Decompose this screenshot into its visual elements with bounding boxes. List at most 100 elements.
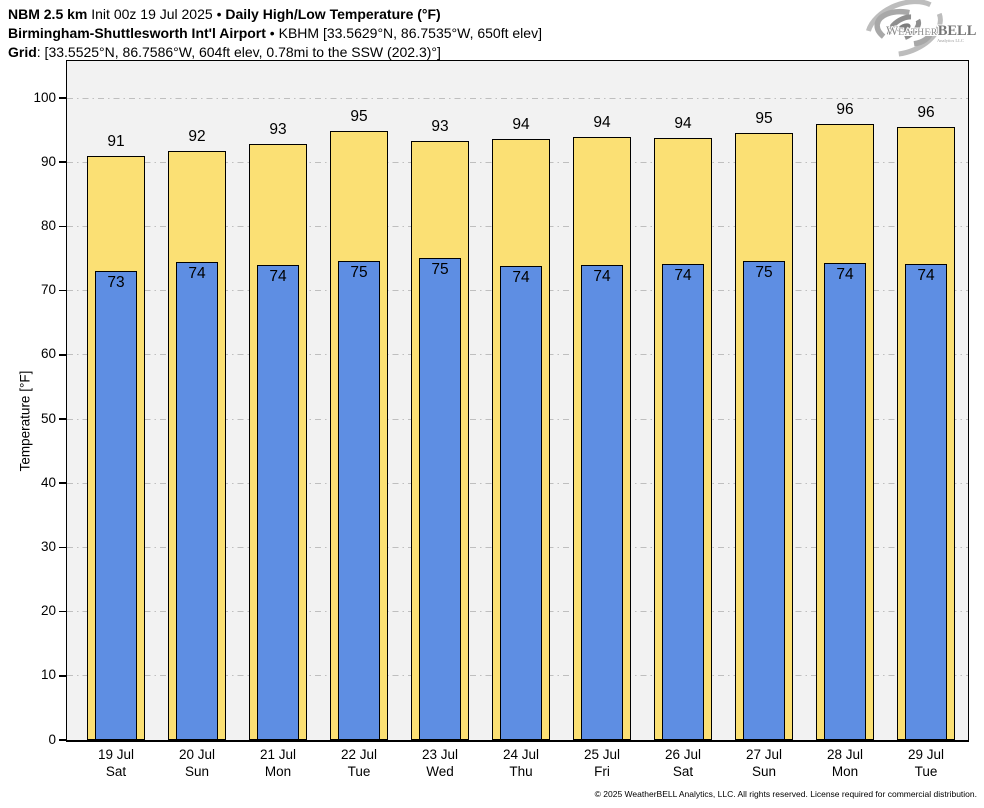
high-value-label: 93 xyxy=(431,118,449,135)
x-tick-date: 24 Jul xyxy=(502,747,540,762)
y-tick-label: 80 xyxy=(40,217,56,233)
bullet-separator: • xyxy=(265,25,279,41)
x-tick-label: 19 Jul Sat xyxy=(76,746,156,780)
x-tick-date: 20 Jul xyxy=(178,747,216,762)
gridline xyxy=(67,97,968,99)
high-value-label: 94 xyxy=(512,116,530,134)
x-tick-label: 20 Jul Sun xyxy=(157,746,237,780)
y-tick xyxy=(59,610,66,613)
x-tick-day: Sat xyxy=(105,764,127,779)
grid-line: Grid: [33.5525°N, 86.7586°W, 604ft elev,… xyxy=(8,43,441,62)
y-tick xyxy=(59,289,66,292)
y-tick-label: 60 xyxy=(40,346,56,362)
grid-label: Grid xyxy=(8,44,37,60)
low-value-label: 74 xyxy=(188,265,206,283)
low-bar xyxy=(662,263,704,740)
bullet-separator: • xyxy=(216,6,226,22)
station-name: Birmingham-Shuttlesworth Int'l Airport xyxy=(8,25,266,41)
copyright-text: © 2025 WeatherBELL Analytics, LLC. All r… xyxy=(594,789,977,799)
plot-area: 91 73 92 74 93 74 95 75 93 75 94 74 94 74 94 74 95 75 96 74… xyxy=(66,60,969,742)
y-tick xyxy=(59,546,66,549)
low-value-label: 75 xyxy=(431,260,449,278)
low-value-label: 74 xyxy=(836,265,854,283)
y-tick xyxy=(59,161,66,163)
low-value-label: 74 xyxy=(593,267,611,285)
high-value-label: 92 xyxy=(188,127,206,145)
high-value-label: 96 xyxy=(836,100,854,118)
station-line: Birmingham-Shuttlesworth Int'l Airport •… xyxy=(8,24,542,43)
model-name: NBM 2.5 km xyxy=(8,6,88,22)
y-tick-label: 100 xyxy=(33,89,56,105)
x-tick-day: Tue xyxy=(914,764,938,779)
low-bar xyxy=(95,270,137,740)
x-tick-label: 28 Jul Mon xyxy=(805,746,885,780)
high-value-label: 91 xyxy=(107,132,125,150)
x-tick-label: 23 Jul Wed xyxy=(400,746,480,780)
y-tick xyxy=(59,97,66,99)
y-tick xyxy=(59,675,66,677)
x-tick-date: 22 Jul xyxy=(340,747,378,762)
low-value-label: 73 xyxy=(107,273,125,291)
high-value-label: 94 xyxy=(674,114,692,132)
hurricane-swirl-icon: WEATHERBELL Analytics LLC xyxy=(865,0,978,57)
x-tick-label: 21 Jul Mon xyxy=(238,746,318,780)
y-tick xyxy=(59,418,66,420)
high-value-label: 93 xyxy=(269,121,287,139)
init-time: Init 00z 19 Jul 2025 xyxy=(87,6,217,22)
y-tick xyxy=(59,739,66,741)
low-bar xyxy=(338,261,380,740)
low-value-label: 74 xyxy=(674,266,692,284)
y-tick-label: 90 xyxy=(40,153,56,169)
x-tick-label: 27 Jul Sun xyxy=(724,746,804,780)
low-value-label: 75 xyxy=(755,264,773,282)
x-tick-date: 21 Jul xyxy=(259,747,297,762)
station-details: KBHM [33.5629°N, 86.7535°W, 650ft elev] xyxy=(278,25,542,41)
low-bar xyxy=(905,263,947,740)
x-tick-date: 29 Jul xyxy=(907,747,945,762)
low-value-label: 75 xyxy=(350,264,368,282)
x-tick-date: 28 Jul xyxy=(826,747,864,762)
logo-text: WEATHERBELL xyxy=(886,23,977,39)
x-tick-label: 26 Jul Sat xyxy=(643,746,723,780)
product-name: Daily High/Low Temperature (°F) xyxy=(225,6,441,22)
high-value-label: 94 xyxy=(593,113,611,131)
y-tick-label: 40 xyxy=(40,474,56,490)
y-tick-label: 70 xyxy=(40,282,56,298)
low-bar xyxy=(824,262,866,740)
x-tick-label: 29 Jul Tue xyxy=(886,746,966,780)
x-tick-day: Sat xyxy=(672,764,694,779)
y-tick-label: 20 xyxy=(40,603,56,619)
x-tick-day: Mon xyxy=(264,764,292,779)
low-bar xyxy=(500,266,542,740)
x-tick-date: 27 Jul xyxy=(745,747,783,762)
low-value-label: 74 xyxy=(917,266,935,284)
x-tick-day: Sun xyxy=(184,764,210,779)
low-value-label: 74 xyxy=(512,269,530,287)
x-tick-date: 19 Jul xyxy=(97,747,135,762)
weatherbell-logo: WEATHERBELL Analytics LLC xyxy=(858,0,984,58)
title-line: NBM 2.5 km Init 00z 19 Jul 2025 • Daily … xyxy=(8,5,441,24)
x-tick-label: 24 Jul Thu xyxy=(481,746,561,780)
y-tick-label: 50 xyxy=(40,410,56,426)
y-tick xyxy=(59,482,66,484)
x-tick-date: 25 Jul xyxy=(583,747,621,762)
high-value-label: 96 xyxy=(917,103,935,121)
x-tick-date: 26 Jul xyxy=(664,747,702,762)
x-tick-day: Mon xyxy=(831,764,859,779)
x-tick-day: Wed xyxy=(426,764,454,779)
y-tick-label: 30 xyxy=(40,538,56,554)
x-tick-day: Fri xyxy=(594,764,610,779)
y-tick-label: 10 xyxy=(40,667,56,683)
low-bar xyxy=(257,264,299,740)
low-value-label: 74 xyxy=(269,267,287,285)
y-tick xyxy=(59,354,66,356)
logo-subtext: Analytics LLC xyxy=(937,38,964,43)
high-value-label: 95 xyxy=(350,107,368,125)
grid-details: : [33.5525°N, 86.7586°W, 604ft elev, 0.7… xyxy=(36,44,441,60)
low-bar xyxy=(419,257,461,740)
low-bar xyxy=(581,264,623,740)
high-value-label: 95 xyxy=(755,109,773,127)
x-tick-day: Thu xyxy=(509,764,533,779)
low-bar xyxy=(176,262,218,740)
